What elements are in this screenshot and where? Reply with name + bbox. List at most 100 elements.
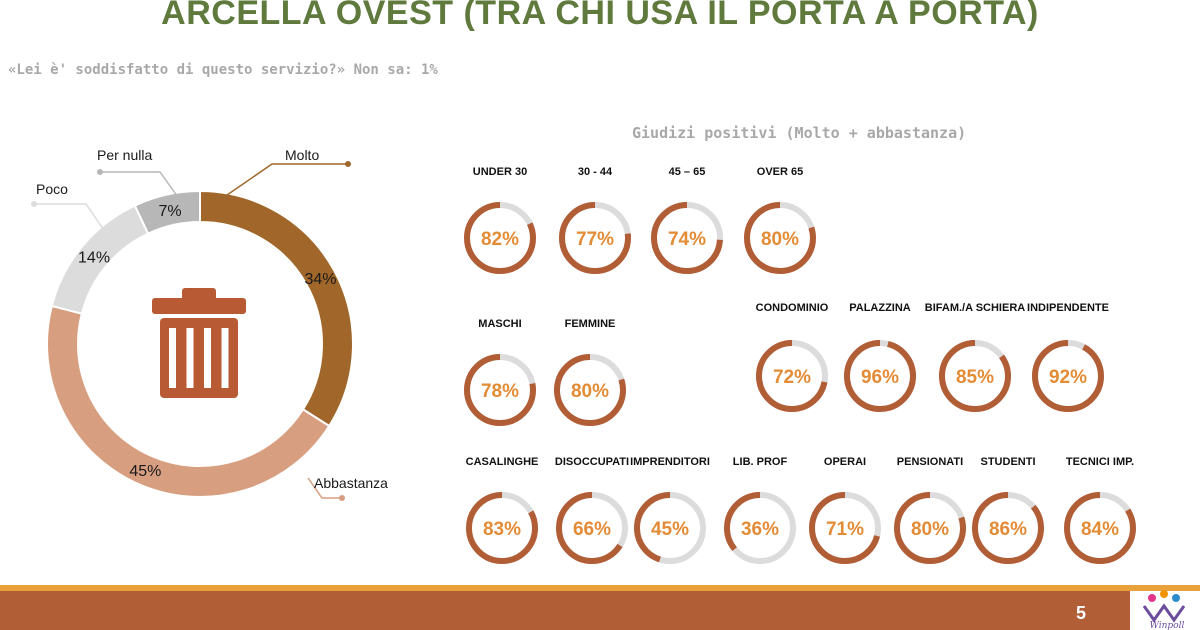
donut-leader-dot-per-nulla — [97, 169, 103, 175]
donut-value-label-poco: 14% — [78, 249, 110, 266]
gauge-ring: 80% — [554, 354, 626, 426]
gauge-ring: 80% — [894, 492, 966, 564]
gauge-ring: 36% — [724, 492, 796, 564]
gauge-category-label: STUDENTI — [980, 456, 1036, 468]
gauge-ring: 85% — [939, 340, 1011, 412]
satisfaction-donut-chart: 34% 45% 14% 7% Molto Abbastanza Poco Per nulla — [31, 147, 388, 501]
gauge-ring: 74% — [651, 202, 723, 274]
gauge-bifam-a-schiera: BIFAM./A SCHIERA 85% — [925, 302, 1025, 412]
gauge-ring: 92% — [1032, 340, 1104, 412]
gauge-fill-arc — [724, 492, 796, 564]
gauge-indipendente: INDIPENDENTE 92% — [1027, 302, 1109, 412]
gauge-ring: 80% — [744, 202, 816, 274]
gauge-ring: 71% — [809, 492, 881, 564]
gauge-palazzina: PALAZZINA 96% — [842, 302, 918, 412]
gauge-category-label: UNDER 30 — [472, 166, 528, 178]
gauge-fill-arc — [466, 492, 538, 564]
gauge-value-label: 80% — [761, 229, 799, 250]
gauge-fill-arc — [634, 492, 706, 564]
donut-category-label-abbastanza: Abbastanza — [314, 475, 388, 491]
gauge-ring: 66% — [556, 492, 628, 564]
donut-leader-dot-poco — [31, 201, 37, 207]
gauge-fill-arc — [464, 202, 536, 274]
gauge-category-label: OPERAI — [823, 456, 867, 468]
gauge-value-label: 82% — [481, 229, 519, 250]
gauge-value-label: 45% — [651, 519, 689, 540]
gauge-category-label: FEMMINE — [564, 318, 616, 330]
gauge-value-label: 86% — [989, 519, 1027, 540]
gauge-category-label: LIB. PROF — [732, 456, 788, 468]
donut-value-label-abbastanza: 45% — [129, 463, 161, 480]
gauge-category-label: CASALINGHE — [465, 456, 539, 468]
gauge-30-44: 30 - 44 77% — [557, 166, 633, 276]
gauge-ring: 78% — [464, 354, 536, 426]
gauge-value-label: 71% — [826, 519, 864, 540]
gauge-under-30: UNDER 30 82% — [462, 166, 538, 276]
gauge-category-label: CONDOMINIO — [755, 302, 829, 314]
gauge-45-65: 45 – 65 74% — [649, 166, 725, 276]
gauge-category-label: MASCHI — [478, 318, 522, 330]
gauge-category-label: OVER 65 — [756, 166, 804, 178]
gauge-ring: 83% — [466, 492, 538, 564]
gauge-over-65: OVER 65 80% — [742, 166, 818, 276]
page-title: ARCELLA OVEST (TRA CHI USA IL PORTA A PO… — [161, 0, 1039, 32]
gauge-maschi: MASCHI 78% — [462, 318, 538, 428]
gauge-fill-arc — [809, 492, 881, 564]
gauge-condominio: CONDOMINIO 72% — [754, 302, 830, 412]
gauge-value-label: 36% — [741, 519, 779, 540]
donut-value-label-molto: 34% — [304, 271, 336, 288]
gauge-category-label: IMPRENDITORI — [630, 456, 710, 468]
gauge-ring: 84% — [1064, 492, 1136, 564]
footer-accent-line — [0, 585, 1200, 591]
gauge-category-label: BIFAM./A SCHIERA — [924, 302, 1026, 314]
gauge-studenti: STUDENTI 86% — [970, 456, 1046, 566]
footer-bar — [0, 591, 1130, 630]
gauge-fill-arc — [1064, 492, 1136, 564]
gauge-fill-arc — [554, 354, 626, 426]
gauge-category-label: TECNICI IMP. — [1065, 456, 1135, 468]
gauge-category-label: PALAZZINA — [849, 302, 911, 314]
gauge-ring: 82% — [464, 202, 536, 274]
question-subtitle: «Lei è' soddisfatto di questo servizio?»… — [8, 62, 438, 78]
donut-leader-dot-molto — [345, 161, 351, 167]
gauge-ring: 96% — [844, 340, 916, 412]
gauge-pensionati: PENSIONATI 80% — [892, 456, 968, 566]
donut-slice-per-nulla — [133, 189, 201, 235]
page-number: 5 — [1076, 603, 1087, 623]
gauge-fill-arc — [744, 202, 816, 274]
gauge-operai: OPERAI 71% — [807, 456, 883, 566]
donut-leader-line-abbastanza — [307, 477, 342, 499]
gauge-category-label: 30 - 44 — [577, 166, 613, 178]
logo-text: Winpoll — [1150, 621, 1185, 630]
gauge-ring: 77% — [559, 202, 631, 274]
gauge-value-label: 72% — [773, 367, 811, 388]
gauge-fill-arc — [972, 492, 1044, 564]
gauge-value-label: 92% — [1049, 367, 1087, 388]
trash-bin-icon — [152, 288, 246, 398]
gauge-value-label: 83% — [483, 519, 521, 540]
section-title: Giudizi positivi (Molto + abbastanza) — [632, 124, 967, 142]
winpoll-logo-icon: Winpoll — [1142, 590, 1186, 630]
gauge-fill-arc — [559, 202, 631, 274]
gauge-value-label: 84% — [1081, 519, 1119, 540]
gauge-fill-arc — [756, 340, 828, 412]
gauge-fill-arc — [844, 340, 916, 412]
gauge-value-label: 77% — [576, 229, 614, 250]
gauge-fill-arc — [651, 202, 723, 274]
donut-category-label-poco: Poco — [36, 181, 68, 197]
donut-leader-dot-abbastanza — [339, 495, 345, 501]
gauge-ring: 86% — [972, 492, 1044, 564]
gauge-value-label: 85% — [956, 367, 994, 388]
gauge-tecnici-imp: TECNICI IMP. 84% — [1062, 456, 1138, 566]
gauge-fill-arc — [464, 354, 536, 426]
gauge-fill-arc — [939, 340, 1011, 412]
donut-category-label-per-nulla: Per nulla — [97, 147, 152, 163]
gauge-ring: 72% — [756, 340, 828, 412]
gauge-value-label: 80% — [911, 519, 949, 540]
gauge-femmine: FEMMINE 80% — [552, 318, 628, 428]
donut-leader-line-poco — [34, 203, 109, 237]
donut-leader-line-molto — [213, 163, 348, 205]
gauge-category-label: INDIPENDENTE — [1027, 302, 1109, 314]
gauge-value-label: 78% — [481, 381, 519, 402]
gauge-value-label: 66% — [573, 519, 611, 540]
